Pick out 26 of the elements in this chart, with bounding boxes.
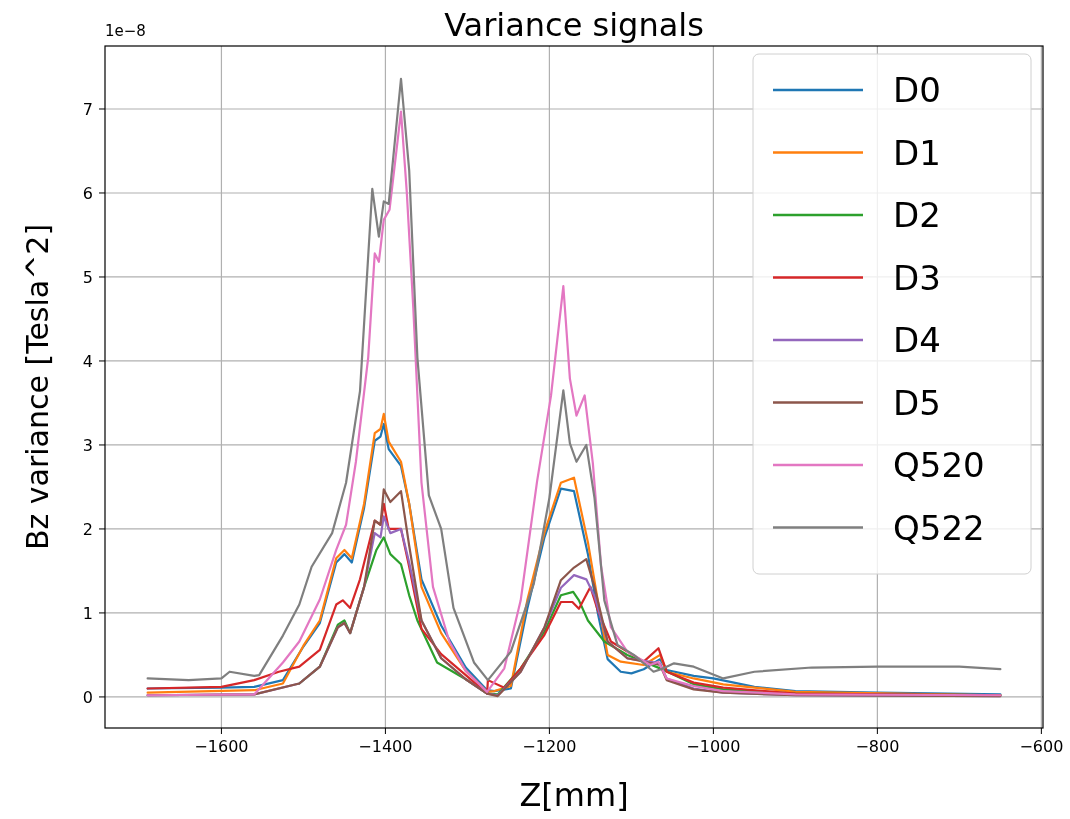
legend-label: D4 [893, 320, 941, 360]
y-tick-label: 3 [82, 435, 93, 455]
y-tick-label: 0 [82, 687, 93, 707]
y-tick-label: 6 [82, 183, 93, 203]
legend-label: D0 [893, 70, 941, 110]
y-axis-title: Bz variance [Tesla^2] [20, 223, 55, 551]
text: 1e−8 [105, 22, 146, 40]
legend-label: D5 [893, 382, 941, 423]
chart-title: Variance signals [444, 6, 704, 44]
y-tick-label: 4 [82, 351, 93, 371]
x-tick-label: −1400 [358, 737, 413, 756]
x-tick-label: −1600 [194, 737, 249, 756]
x-tick-label: −800 [855, 737, 900, 756]
y-tick-label: 5 [82, 267, 93, 287]
x-axis-title: Z[mm] [519, 776, 629, 814]
legend-label: D2 [893, 195, 941, 235]
y-tick-label: 1 [82, 603, 93, 623]
legend-label: D1 [893, 132, 941, 173]
legend-label: Q520 [893, 445, 985, 485]
x-tick-label: −1000 [686, 737, 741, 756]
x-tick-label: −600 [1019, 737, 1064, 756]
legend-label: Q522 [893, 507, 985, 548]
legend-label: D3 [893, 257, 941, 298]
y-tick-label: 7 [82, 99, 93, 119]
x-tick-label: −1200 [522, 737, 577, 756]
y-tick-label: 2 [82, 519, 93, 539]
